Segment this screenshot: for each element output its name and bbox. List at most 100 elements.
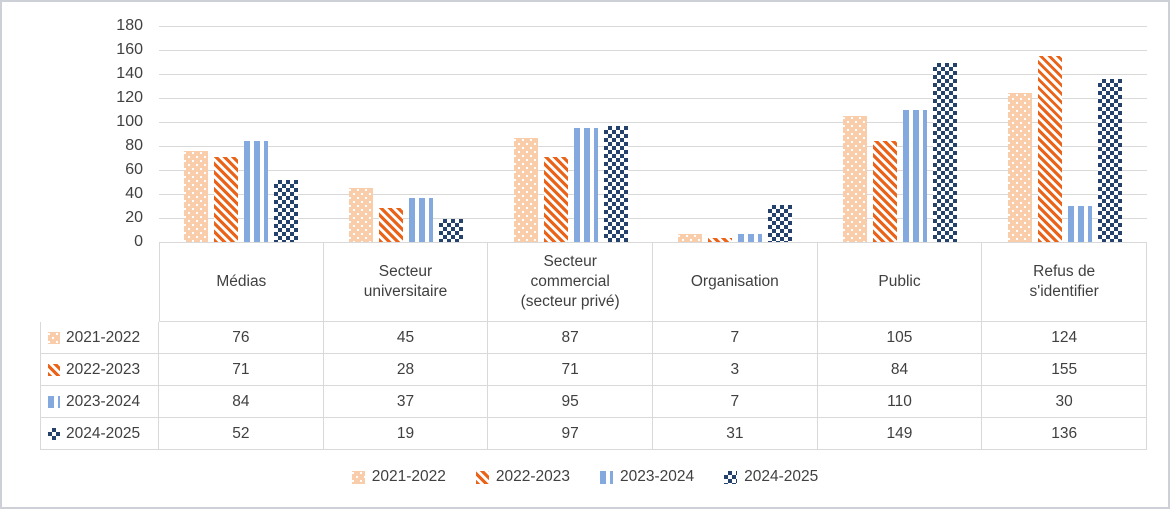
series-name: 2023-2024 xyxy=(66,392,141,410)
bar-2022-2023-category-1 xyxy=(214,157,239,242)
series-name: 2022-2023 xyxy=(66,360,141,378)
legend-label: 2024-2025 xyxy=(744,468,819,485)
legend-key-icon xyxy=(724,470,738,484)
bar-2023-2024-category-6 xyxy=(1067,206,1092,242)
legend-label: 2023-2024 xyxy=(620,468,695,485)
table-value-cell: 7 xyxy=(653,386,818,418)
table-category-header: Médias xyxy=(159,242,324,322)
table-value-cell: 28 xyxy=(323,354,489,386)
bar-2021-2022-category-2 xyxy=(349,188,373,242)
bar-2023-2024-category-3 xyxy=(573,128,598,242)
table-value-cell: 37 xyxy=(323,386,489,418)
bar-2023-2024-category-1 xyxy=(244,141,269,242)
y-axis: 180 160 140 120 100 80 60 40 20 0 xyxy=(2,2,143,262)
table-value-cell: 149 xyxy=(817,418,983,450)
gridline xyxy=(159,194,1147,195)
y-axis-tick-label: 120 xyxy=(116,89,143,106)
gridline xyxy=(159,26,1147,27)
table-value-cell: 124 xyxy=(982,322,1147,354)
series-name: 2021-2022 xyxy=(66,328,141,346)
table-value-cell: 3 xyxy=(653,354,818,386)
table-value-cell: 97 xyxy=(488,418,653,450)
table-row-label: 2021-2022 xyxy=(40,322,159,354)
bar-group-4 xyxy=(653,26,818,242)
table-value-cell: 84 xyxy=(159,386,324,418)
table-value-cell: 31 xyxy=(653,418,818,450)
table-value-cell: 30 xyxy=(982,386,1147,418)
table-value-cell: 76 xyxy=(159,322,324,354)
bar-2024-2025-category-6 xyxy=(1097,79,1122,242)
legend-item: 2023-2024 xyxy=(600,468,694,486)
y-axis-tick-label: 0 xyxy=(134,233,143,250)
gridline xyxy=(159,50,1147,51)
bar-2022-2023-category-5 xyxy=(873,141,898,242)
y-axis-tick-label: 40 xyxy=(125,185,143,202)
gridline xyxy=(159,218,1147,219)
table-category-header: Secteur universitaire xyxy=(323,242,489,322)
bar-group-5 xyxy=(818,26,983,242)
table-row-label: 2022-2023 xyxy=(40,354,159,386)
legend-key-icon xyxy=(600,470,613,484)
bar-2022-2023-category-3 xyxy=(543,157,568,242)
series-key-icon xyxy=(48,363,60,376)
table-value-cell: 7 xyxy=(653,322,818,354)
y-axis-tick-label: 100 xyxy=(116,113,143,130)
bar-group-1 xyxy=(159,26,324,242)
bar-2024-2025-category-1 xyxy=(274,180,299,242)
bar-2024-2025-category-2 xyxy=(439,219,463,242)
table-value-cell: 52 xyxy=(159,418,324,450)
bar-2024-2025-category-3 xyxy=(603,126,628,242)
table-row-label: 2023-2024 xyxy=(40,386,159,418)
legend-label: 2022-2023 xyxy=(495,468,570,485)
y-axis-tick-label: 140 xyxy=(116,65,143,82)
legend-label: 2021-2022 xyxy=(371,468,446,485)
table-category-header: Refus de s'identifier xyxy=(982,242,1147,322)
table-category-header: Organisation xyxy=(653,242,818,322)
bar-2021-2022-category-6 xyxy=(1007,93,1032,242)
bar-2021-2022-category-3 xyxy=(513,138,538,242)
bar-2024-2025-category-4 xyxy=(768,205,793,242)
gridline xyxy=(159,170,1147,171)
legend-item: 2021-2022 xyxy=(351,468,446,486)
gridline xyxy=(159,74,1147,75)
gridline xyxy=(159,122,1147,123)
data-table: Médias Secteur universitaire Secteur comme… xyxy=(40,242,1147,450)
bar-2022-2023-category-4 xyxy=(708,238,733,242)
legend-key-icon xyxy=(351,470,365,484)
y-axis-tick-label: 60 xyxy=(125,161,143,178)
table-category-header: Secteur commercial (secteur privé) xyxy=(488,242,653,322)
table-category-header: Public xyxy=(817,242,983,322)
bar-group-3 xyxy=(488,26,653,242)
bar-2023-2024-category-5 xyxy=(903,110,928,242)
table-corner-empty xyxy=(40,242,159,322)
plot-area xyxy=(159,26,1147,243)
table-row-label: 2024-2025 xyxy=(40,418,159,450)
legend: 2021-2022 2022-2023 2023-2024 2024-2025 xyxy=(2,463,1168,491)
legend-item: 2022-2023 xyxy=(475,468,570,486)
bar-2021-2022-category-4 xyxy=(678,234,703,242)
table-value-cell: 105 xyxy=(817,322,983,354)
gridline xyxy=(159,146,1147,147)
table-value-cell: 136 xyxy=(982,418,1147,450)
bar-groups xyxy=(159,26,1147,242)
table-value-cell: 19 xyxy=(323,418,489,450)
y-axis-tick-label: 20 xyxy=(125,209,143,226)
legend-key-icon xyxy=(475,470,489,484)
bar-2023-2024-category-4 xyxy=(738,234,763,242)
table-value-cell: 95 xyxy=(488,386,653,418)
series-key-icon xyxy=(48,395,60,408)
table-value-cell: 155 xyxy=(982,354,1147,386)
y-axis-tick-label: 80 xyxy=(125,137,143,154)
table-value-cell: 87 xyxy=(488,322,653,354)
bar-group-6 xyxy=(982,26,1147,242)
bar-group-2 xyxy=(324,26,489,242)
table-value-cell: 110 xyxy=(817,386,983,418)
table-value-cell: 45 xyxy=(323,322,489,354)
series-key-icon xyxy=(48,331,60,344)
y-axis-tick-label: 160 xyxy=(116,41,143,58)
gridline xyxy=(159,98,1147,99)
table-value-cell: 71 xyxy=(488,354,653,386)
bar-2021-2022-category-5 xyxy=(843,116,868,242)
bar-2022-2023-category-6 xyxy=(1037,56,1062,242)
